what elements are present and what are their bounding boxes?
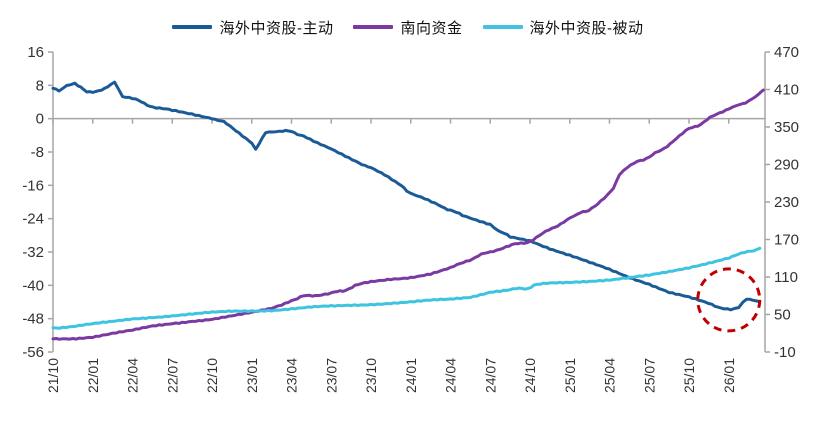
left-axis-tick-label: -16: [22, 177, 44, 194]
right-axis-tick-label: 230: [774, 194, 799, 211]
x-axis-tick-label: 22/04: [125, 358, 141, 393]
series-overseas-active: [51, 80, 762, 312]
chart-legend: 海外中资股-主动 南向资金 海外中资股-被动: [0, 14, 816, 40]
legend-item-2: 海外中资股-被动: [482, 17, 644, 38]
x-axis-tick-label: 25/07: [641, 358, 657, 393]
series-southbound-funds: [51, 88, 765, 341]
left-axis-tick-label: -40: [22, 277, 44, 294]
right-axis-tick-label: 350: [774, 119, 799, 136]
legend-line-swatch: [172, 25, 213, 29]
right-axis-tick-label: 110: [774, 269, 798, 286]
legend-item-1: 南向资金: [353, 17, 462, 38]
x-axis-tick-label: 24/04: [443, 358, 459, 393]
right-axis-tick-label: 50: [774, 307, 791, 324]
x-axis-tick-label: 26/01: [721, 358, 737, 393]
legend-label: 海外中资股-主动: [219, 19, 334, 37]
x-axis-tick-label: 25/10: [681, 358, 697, 393]
x-axis-tick-label: 23/10: [363, 358, 379, 393]
legend-label: 海外中资股-被动: [529, 19, 644, 37]
legend-line-swatch: [353, 25, 394, 29]
left-axis-tick-label: -8: [31, 144, 44, 161]
left-axis-tick-label: -48: [22, 311, 44, 328]
left-axis-tick-label: -32: [22, 244, 44, 261]
left-axis-tick-label: 16: [27, 44, 44, 61]
legend-item-0: 海外中资股-主动: [172, 17, 333, 38]
right-axis-tick-label: 470: [774, 44, 799, 61]
left-axis-tick-label: -56: [22, 344, 44, 361]
right-axis-tick-label: 410: [774, 82, 799, 99]
left-axis-tick-label: 8: [36, 77, 44, 94]
right-axis-tick-label: 290: [774, 157, 799, 174]
x-axis-tick-label: 21/10: [45, 358, 61, 393]
x-axis-tick-label: 24/10: [522, 358, 538, 393]
x-axis-tick-label: 25/04: [602, 358, 618, 393]
left-axis-tick-label: 0: [36, 111, 44, 128]
x-axis-tick-label: 24/01: [403, 358, 419, 393]
x-axis-tick-label: 22/07: [164, 358, 180, 393]
x-axis-tick-label: 23/07: [323, 358, 339, 393]
x-axis-tick-label: 23/01: [244, 358, 260, 393]
legend-line-swatch: [482, 25, 523, 29]
x-axis-tick-label: 24/07: [482, 358, 498, 393]
left-axis-tick-label: -24: [22, 211, 44, 228]
x-axis-tick-label: 25/01: [562, 358, 578, 393]
x-axis-tick-label: 23/04: [284, 358, 300, 393]
x-axis-tick-label: 22/01: [85, 358, 101, 393]
series-overseas-passive: [51, 246, 762, 330]
x-axis-tick-label: 22/10: [204, 358, 220, 393]
legend-label: 南向资金: [400, 19, 463, 37]
right-axis-tick-label: -10: [774, 344, 796, 361]
annotation-dashed-circle: [696, 267, 762, 333]
right-axis-tick-label: 170: [774, 232, 799, 249]
